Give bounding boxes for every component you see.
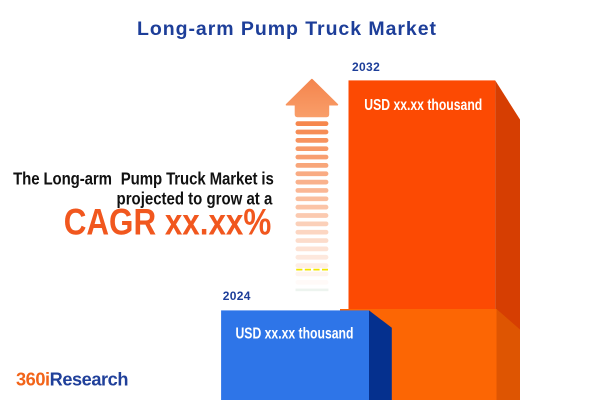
svg-text:The Long-arm Pump Truck Marke: The Long-arm Pump Truck Market is xyxy=(13,169,274,188)
svg-text:Long-arm Pump Truck Market: Long-arm Pump Truck Market xyxy=(137,18,437,40)
svg-text:CAGR xx.xx%: CAGR xx.xx% xyxy=(64,202,272,243)
svg-text:360iResearch: 360iResearch xyxy=(16,370,128,390)
svg-text:2024: 2024 xyxy=(223,289,251,303)
svg-text:USD xx.xx thousand: USD xx.xx thousand xyxy=(236,324,354,342)
svg-text:projected to grow at a: projected to grow at a xyxy=(117,189,274,208)
svg-text:2032: 2032 xyxy=(352,60,380,74)
svg-text:USD xx.xx thousand: USD xx.xx thousand xyxy=(364,96,482,114)
